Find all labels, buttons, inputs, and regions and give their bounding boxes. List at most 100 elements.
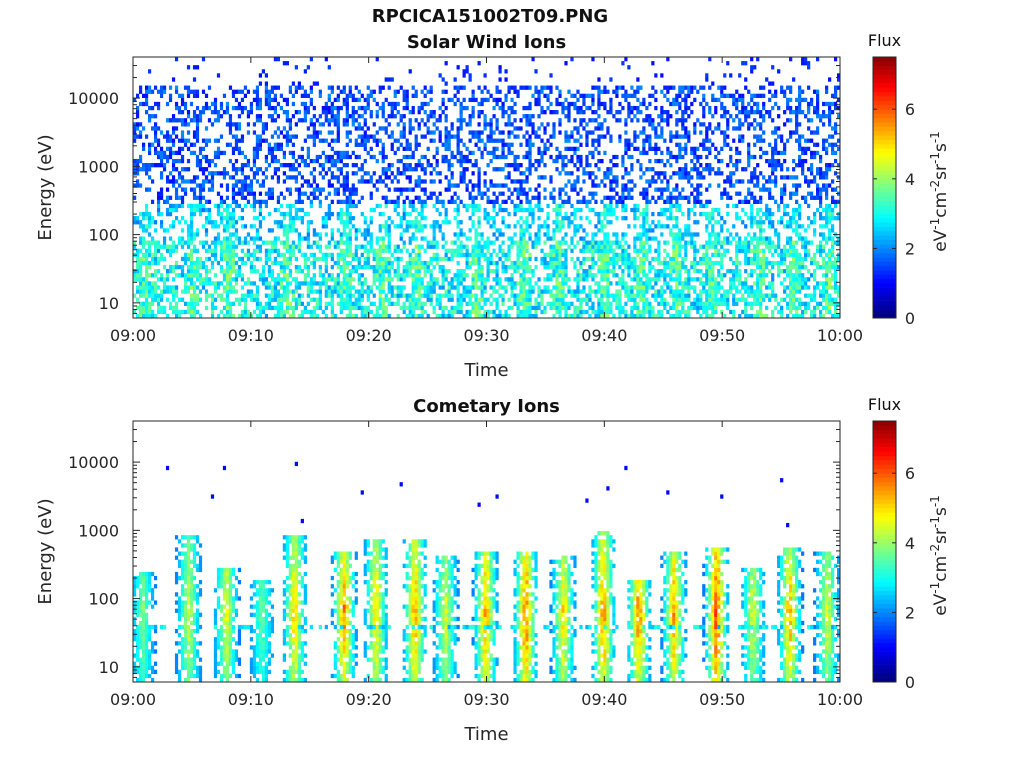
- flux-cell: [288, 273, 292, 278]
- flux-cell: [480, 138, 484, 143]
- flux-cell: [477, 313, 481, 319]
- flux-cell: [489, 293, 493, 298]
- flux-cell: [375, 236, 379, 241]
- flux-cell: [204, 179, 209, 184]
- flux-cell: [564, 130, 568, 135]
- flux-cell: [639, 256, 643, 262]
- flux-cell: [498, 256, 502, 262]
- flux-cell: [402, 264, 406, 270]
- flux-cell: [579, 301, 583, 306]
- flux-cell: [525, 269, 529, 274]
- flux-cell: [447, 313, 451, 319]
- flux-cell: [660, 73, 664, 78]
- flux-cell: [219, 244, 224, 249]
- flux-cell: [177, 264, 182, 270]
- flux-cell: [174, 203, 179, 209]
- flux-cell: [189, 150, 194, 156]
- flux-cell: [597, 211, 601, 217]
- flux-cell: [426, 126, 430, 131]
- flux-cell: [168, 203, 173, 209]
- flux-cell: [537, 236, 541, 241]
- flux-cell: [282, 154, 286, 160]
- flux-cell: [474, 142, 478, 147]
- flux-cell: [255, 142, 260, 147]
- flux-cell: [177, 93, 182, 98]
- flux-cell: [591, 154, 595, 160]
- flux-cell: [639, 85, 643, 90]
- flux-cell: [444, 114, 448, 119]
- flux-cell: [192, 207, 197, 213]
- flux-cell: [627, 297, 631, 302]
- flux-cell: [297, 216, 301, 221]
- flux-cell: [441, 97, 445, 103]
- flux-cell: [243, 313, 248, 319]
- flux-cell: [420, 89, 424, 94]
- flux-cell: [438, 171, 442, 176]
- flux-cell: [327, 203, 331, 209]
- flux-cell: [477, 216, 481, 221]
- flux-cell: [510, 122, 514, 127]
- flux-cell: [276, 134, 280, 139]
- flux-cell: [183, 252, 188, 258]
- flux-cell: [516, 240, 520, 245]
- flux-cell: [660, 171, 664, 176]
- flux-cell: [594, 183, 598, 188]
- flux-cell: [462, 289, 466, 294]
- flux-cell: [303, 256, 307, 262]
- flux-cell: [348, 232, 352, 237]
- flux-cell: [642, 260, 646, 266]
- flux-cell: [225, 216, 230, 221]
- flux-cell: [372, 138, 376, 143]
- flux-cell: [345, 171, 349, 176]
- flux-cell: [507, 114, 511, 119]
- flux-cell: [264, 281, 269, 286]
- flux-cell: [528, 163, 532, 168]
- flux-cell: [411, 289, 415, 294]
- flux-cell: [480, 305, 484, 311]
- flux-cell: [159, 130, 164, 135]
- flux-cell: [219, 150, 224, 156]
- flux-cell: [450, 252, 454, 258]
- flux-cell: [255, 228, 260, 233]
- flux-cell: [588, 105, 592, 111]
- flux-cell: [153, 289, 158, 294]
- flux-cell: [504, 154, 508, 160]
- flux-cell: [525, 224, 529, 229]
- flux-cell: [357, 264, 361, 270]
- flux-cell: [387, 281, 391, 286]
- flux-cell: [279, 305, 283, 311]
- flux-cell: [585, 158, 589, 164]
- flux-cell: [285, 138, 289, 143]
- flux-cell: [171, 293, 176, 298]
- flux-cell: [159, 211, 164, 217]
- flux-cell: [534, 305, 538, 311]
- flux-cell: [567, 89, 571, 94]
- flux-cell: [447, 297, 451, 302]
- flux-cell: [645, 309, 649, 315]
- flux-cell: [615, 305, 619, 311]
- flux-cell: [597, 301, 601, 306]
- flux-cell: [279, 269, 283, 274]
- flux-cell: [264, 158, 269, 164]
- flux-cell: [192, 150, 197, 156]
- flux-cell: [423, 293, 427, 298]
- flux-cell: [651, 61, 655, 66]
- flux-cell: [600, 256, 604, 262]
- flux-cell: [144, 110, 149, 115]
- flux-cell: [291, 134, 295, 139]
- flux-cell: [654, 269, 658, 274]
- flux-cell: [606, 110, 610, 115]
- flux-cell: [315, 118, 319, 123]
- flux-cell: [555, 228, 559, 233]
- flux-cell: [234, 244, 239, 249]
- flux-cell: [141, 305, 146, 311]
- flux-cell: [429, 114, 433, 119]
- flux-cell: [363, 134, 367, 139]
- flux-cell: [456, 309, 460, 315]
- flux-cell: [555, 301, 559, 306]
- flux-cell: [246, 277, 251, 282]
- flux-cell: [345, 293, 349, 298]
- flux-cell: [528, 252, 532, 258]
- flux-cell: [486, 264, 490, 270]
- flux-cell: [267, 240, 272, 245]
